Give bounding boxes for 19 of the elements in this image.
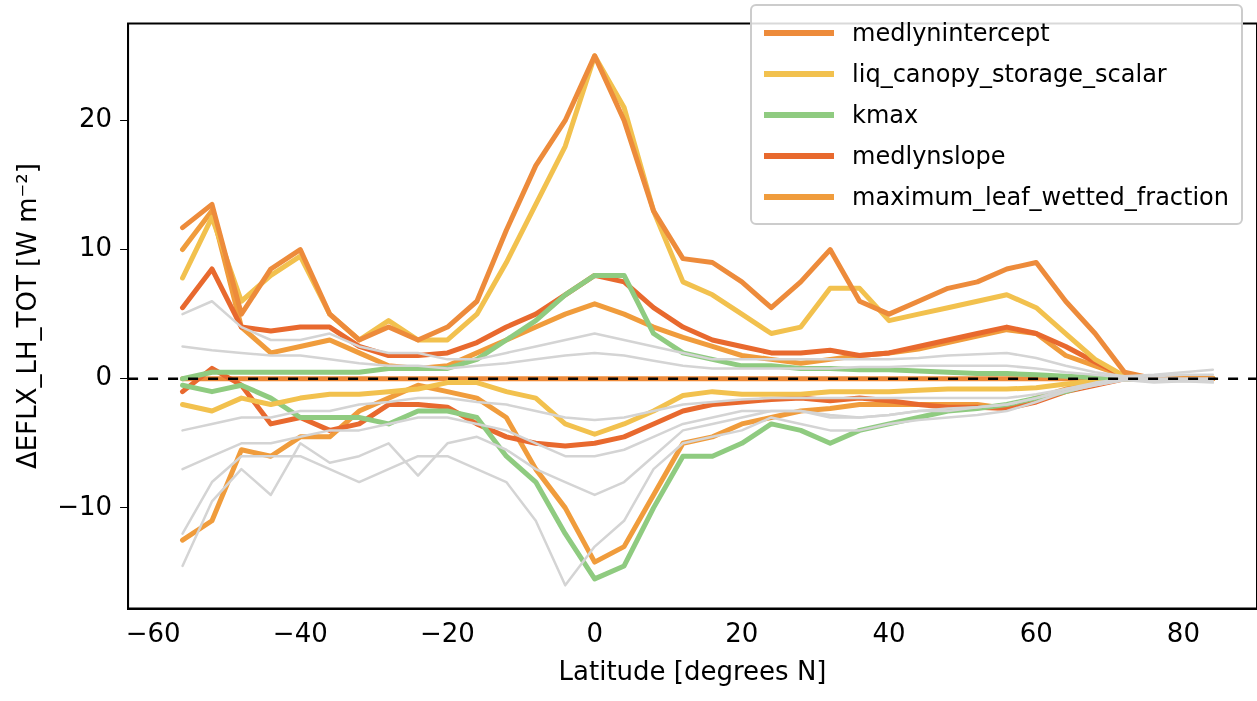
x-tick-label: 60 bbox=[1019, 617, 1053, 648]
x-tick-label: 80 bbox=[1166, 617, 1200, 648]
y-tick-label: 0 bbox=[95, 361, 113, 392]
legend-label: kmax bbox=[852, 100, 919, 129]
y-tick-label: 20 bbox=[78, 103, 113, 134]
x-tick-label: −60 bbox=[125, 617, 181, 648]
x-tick-label: 40 bbox=[872, 617, 906, 648]
y-tick-label: 10 bbox=[78, 232, 113, 263]
y-tick-label: −10 bbox=[57, 490, 113, 521]
legend-label: medlynslope bbox=[852, 141, 1006, 170]
legend-label: medlynintercept bbox=[852, 18, 1050, 47]
legend-label: liq_canopy_storage_scalar bbox=[852, 59, 1167, 88]
x-axis-title: Latitude [degrees N] bbox=[558, 656, 827, 687]
x-tick-label: −40 bbox=[272, 617, 328, 648]
x-tick-label: 20 bbox=[725, 617, 759, 648]
x-tick-label: −20 bbox=[420, 617, 475, 648]
y-axis-title: ΔEFLX_LH_TOT [W m⁻²] bbox=[12, 163, 43, 469]
x-tick-label: 0 bbox=[586, 617, 603, 648]
legend-label: maximum_leaf_wetted_fraction bbox=[852, 182, 1229, 211]
